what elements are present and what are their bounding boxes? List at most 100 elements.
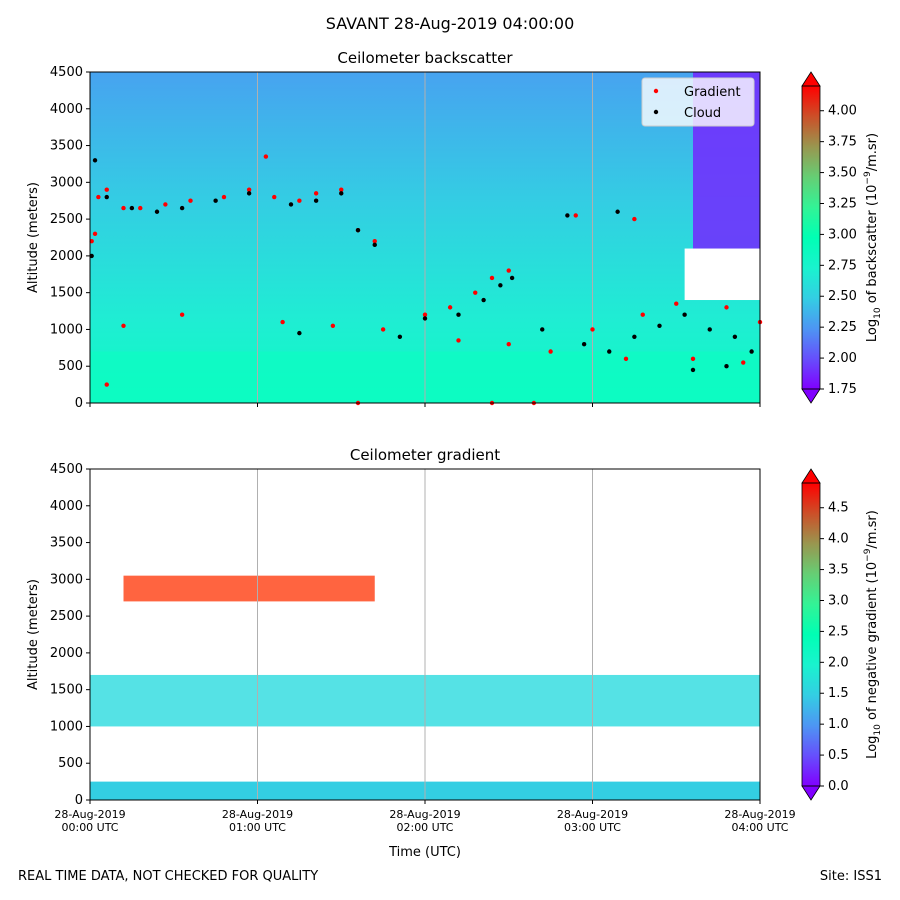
y-tick-label: 1000 — [50, 322, 83, 337]
gradient-point — [188, 198, 193, 203]
x-tick-label: 28-Aug-2019 — [54, 808, 125, 821]
gradient-point — [121, 205, 126, 211]
gradient-point — [297, 198, 302, 203]
gradient-point — [104, 382, 109, 387]
cloud-point — [213, 198, 218, 203]
cloud-point — [456, 312, 461, 317]
x-tick-label: 00:00 UTC — [61, 821, 118, 834]
figure-title: SAVANT 28-Aug-2019 04:00:00 — [325, 14, 575, 33]
panel-title: Ceilometer backscatter — [337, 49, 513, 67]
x-tick-label: 02:00 UTC — [396, 821, 453, 834]
cloud-point — [179, 205, 185, 211]
colorbar: 1.75 2.00 2.25 2.50 2.75 3.00 3.25 3.50 3.75 4.00… — [801, 71, 883, 404]
cloud-point — [581, 341, 587, 347]
colorbar-frame — [801, 85, 821, 390]
colorbar-frame — [801, 482, 821, 787]
gradient-point — [372, 238, 377, 244]
y-tick-label: 0 — [75, 396, 83, 411]
gradient-point — [221, 194, 227, 200]
backscatter-panel: Ceilometer backscatter 0 500 1000 1500 2000 25… — [26, 49, 883, 411]
y-axis-label: Altitude (meters) — [26, 579, 41, 690]
cloud-point — [89, 253, 94, 259]
cloud-point — [607, 349, 612, 354]
cloud-point — [297, 330, 302, 336]
y-tick-label: 0 — [75, 793, 83, 808]
gradient-point — [548, 349, 553, 354]
colorbar-tick-label: 3.50 — [828, 166, 857, 181]
gradient-point — [380, 327, 386, 332]
y-tick-label: 500 — [58, 359, 83, 374]
gradient-point — [280, 319, 285, 325]
cloud-point — [422, 316, 428, 321]
y-tick-label: 2000 — [50, 646, 83, 661]
colorbar-tick-label: 2.00 — [828, 351, 857, 366]
gradient-point — [674, 301, 679, 306]
cloud-point — [339, 191, 344, 196]
gradient-point — [724, 305, 729, 310]
cloud-point — [92, 158, 98, 163]
cloud-point — [154, 209, 160, 214]
gradient-point — [623, 356, 629, 362]
colorbar-tick-label: 3.00 — [828, 227, 857, 242]
gradient-point — [313, 191, 319, 196]
gradient-point — [632, 216, 637, 222]
legend-label: Cloud — [684, 106, 721, 121]
gradient-point — [422, 312, 428, 317]
legend-marker — [653, 88, 659, 94]
y-tick-label: 3500 — [50, 536, 83, 551]
gradient-point — [246, 187, 252, 192]
y-tick-label: 4500 — [50, 462, 83, 477]
colorbar-extend-max — [801, 71, 821, 87]
colorbar-tick-label: 4.0 — [828, 532, 849, 547]
y-tick-label: 1500 — [50, 683, 83, 698]
y-tick-label: 2500 — [50, 609, 83, 624]
cloud-point — [355, 227, 361, 233]
colorbar-tick-label: 2.50 — [828, 289, 857, 304]
cloud-point — [104, 194, 109, 200]
gradient-point — [92, 231, 98, 237]
cloud-point — [397, 334, 403, 339]
y-tick-label: 4000 — [50, 499, 83, 514]
gradient-panel: Ceilometer gradient 0 500 1000 1500 2000 2500 3… — [26, 446, 883, 860]
cloud-point — [632, 334, 637, 339]
y-tick-label: 500 — [58, 756, 83, 771]
cloud-layer-band — [123, 575, 375, 602]
x-tick-label: 01:00 UTC — [229, 821, 286, 834]
cloud-point — [565, 213, 570, 218]
colorbar-tick-label: 3.5 — [828, 563, 849, 578]
colorbar-label: Log10 of negative gradient (10−9/m.sr) — [863, 510, 883, 759]
cloud-point — [615, 209, 620, 214]
y-tick-label: 2000 — [50, 249, 83, 264]
colorbar-tick-label: 1.5 — [828, 686, 849, 701]
cloud-point — [288, 202, 294, 207]
gradient-point — [330, 323, 336, 328]
y-tick-label: 1500 — [50, 286, 83, 301]
legend-box — [641, 77, 755, 127]
legend-marker — [653, 109, 659, 115]
colorbar-tick-label: 2.75 — [828, 258, 857, 273]
cloud-point — [749, 349, 754, 354]
gradient-point — [489, 275, 495, 281]
colorbar-tick-label: 3.75 — [828, 135, 857, 150]
cloud-point — [657, 323, 662, 328]
gradient-point — [263, 154, 269, 159]
y-tick-label: 3000 — [50, 572, 83, 587]
gradient-point — [121, 323, 126, 328]
cloud-point — [732, 334, 738, 339]
colorbar-tick-label: 3.25 — [828, 196, 857, 211]
gradient-point — [456, 338, 461, 343]
x-tick-label: 04:00 UTC — [731, 821, 788, 834]
gradient-point — [447, 305, 453, 310]
gradient-point — [138, 205, 143, 211]
gradient-point — [690, 356, 696, 362]
x-tick-label: 28-Aug-2019 — [724, 808, 795, 821]
gradient-point — [96, 194, 101, 200]
gradient-point — [741, 360, 746, 365]
gradient-point — [179, 312, 185, 317]
colorbar-tick-label: 0.5 — [828, 748, 849, 763]
x-tick-label: 28-Aug-2019 — [557, 808, 628, 821]
colorbar-ramp — [802, 86, 820, 389]
gradient-point — [104, 187, 109, 192]
y-tick-label: 3000 — [50, 175, 83, 190]
x-tick-label: 28-Aug-2019 — [389, 808, 460, 821]
